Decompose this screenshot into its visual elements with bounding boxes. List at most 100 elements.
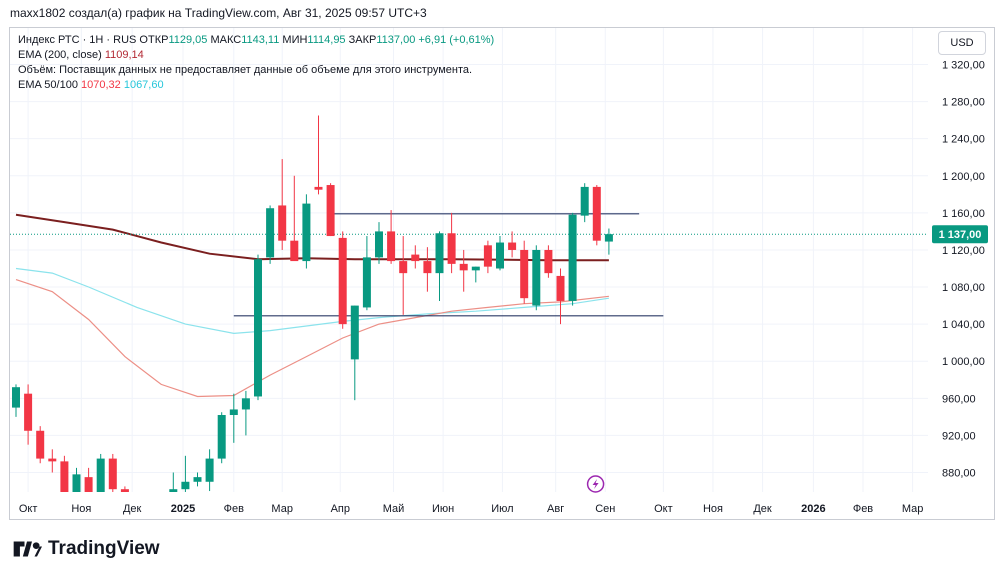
candle-body <box>84 477 93 492</box>
price-tick-label: 1 000,00 <box>942 356 985 368</box>
candle <box>496 236 504 271</box>
time-tick-label: Ноя <box>71 503 91 515</box>
candle-body <box>24 393 33 431</box>
price-tick-label: 1 080,00 <box>942 282 985 294</box>
ema50-line <box>15 279 609 398</box>
candle-body <box>423 261 432 274</box>
time-tick-label: Сен <box>595 503 615 515</box>
candle-body <box>592 186 601 241</box>
time-tick-label: Окт <box>654 503 673 515</box>
time-tick-label: Ноя <box>703 503 723 515</box>
time-tick-label: Дек <box>753 503 772 515</box>
currency-button[interactable]: USD <box>938 31 986 55</box>
candle-body <box>580 186 589 216</box>
close-value: 1137,00 <box>376 34 416 46</box>
candle-body <box>108 458 117 490</box>
candle-body <box>302 203 311 262</box>
time-tick-label: Фев <box>853 503 873 515</box>
price-tick-label: 1 160,00 <box>942 208 985 220</box>
price-tick-label: 920,00 <box>942 430 976 442</box>
candle-body <box>314 186 323 190</box>
candle <box>604 228 613 255</box>
candle-body <box>375 231 383 258</box>
candle-body <box>193 477 202 482</box>
candle-body <box>326 185 335 237</box>
candle-body <box>471 266 480 271</box>
open-value: 1129,05 <box>168 34 208 46</box>
candle <box>483 240 492 274</box>
ema100-value: 1067,60 <box>123 79 164 91</box>
bolt-icon <box>592 479 599 489</box>
candle <box>338 231 347 329</box>
candle-body <box>435 233 444 274</box>
ema-pair-label[interactable]: EMA 50/100 <box>18 79 78 91</box>
candle-body <box>556 275 565 301</box>
candle-body <box>241 398 250 410</box>
chart-attribution: maxx1802 создал(а) график на TradingView… <box>10 6 427 20</box>
candle <box>459 249 468 292</box>
level-lines <box>10 213 928 317</box>
candle-body <box>120 489 129 492</box>
candle <box>399 236 408 315</box>
candle <box>157 496 165 519</box>
time-tick-label: 2025 <box>171 503 195 515</box>
candle <box>592 185 601 246</box>
candle <box>375 222 383 264</box>
candle <box>108 453 117 492</box>
ema200-value: 1109,14 <box>104 49 144 61</box>
candle <box>181 455 190 492</box>
candle <box>362 236 371 311</box>
candles <box>12 115 613 519</box>
candle-body <box>181 481 190 490</box>
tradingview-logo-icon <box>13 541 42 557</box>
time-tick-label: Апр <box>331 503 350 515</box>
low-value: 1114,95 <box>307 34 346 46</box>
last-price-label: 1 137,00 <box>939 229 982 241</box>
candle <box>217 412 226 464</box>
candle-body <box>362 257 371 308</box>
ema200-label[interactable]: EMA (200, close) <box>18 49 102 61</box>
ema50-value: 1070,32 <box>81 79 121 91</box>
candle-body <box>96 458 105 492</box>
candle <box>193 472 202 487</box>
last-price-badge <box>932 225 988 244</box>
price-tick-label: 960,00 <box>942 393 976 405</box>
price-tick-label: 1 240,00 <box>942 134 985 146</box>
ema-lines <box>15 213 609 398</box>
candle-body <box>532 249 541 306</box>
high-label: МАКС <box>210 34 242 46</box>
candle-body <box>169 489 178 492</box>
candle <box>508 231 517 258</box>
candle-body <box>217 415 226 459</box>
symbol-name[interactable]: Индекс РТС · 1Н · RUS <box>18 34 137 46</box>
candle <box>205 449 214 492</box>
price-axis[interactable]: 880,00 920,00 960,00 1 000,00 1 040,00 1 080,… <box>932 60 988 480</box>
candle-body <box>483 245 492 267</box>
candle-body <box>278 205 287 241</box>
price-tick-label: 1 280,00 <box>942 97 985 109</box>
chart-legend: Индекс РТС · 1Н · RUS ОТКР1129,05 МАКС11… <box>18 33 494 93</box>
candle-body <box>568 214 577 301</box>
time-tick-label: Фев <box>224 503 244 515</box>
candle <box>60 455 69 492</box>
candle <box>580 183 589 223</box>
legend-ema200-row: EMA (200, close) 1109,14 <box>18 48 494 63</box>
candle <box>96 453 105 492</box>
brand-name: TradingView <box>48 538 160 559</box>
time-tick-label: Мар <box>902 503 924 515</box>
time-axis[interactable]: Окт Ноя Дек 2025 Фев Мар Апр Май Июн Июл Авг Сен Окт… <box>19 503 924 515</box>
candle-body <box>145 505 153 514</box>
candle-body <box>350 305 359 360</box>
candle <box>423 247 432 292</box>
tradingview-brand[interactable]: TradingView <box>12 538 160 560</box>
legend-ema-pair-row: EMA 50/100 1070,32 1067,60 <box>18 78 494 93</box>
candle-body <box>338 237 347 325</box>
candle-body <box>411 254 420 262</box>
candle-body <box>604 234 613 242</box>
candle <box>254 254 262 401</box>
candle-body <box>229 409 238 416</box>
overlay <box>586 475 605 493</box>
candle-body <box>290 240 299 262</box>
candle <box>387 210 396 264</box>
